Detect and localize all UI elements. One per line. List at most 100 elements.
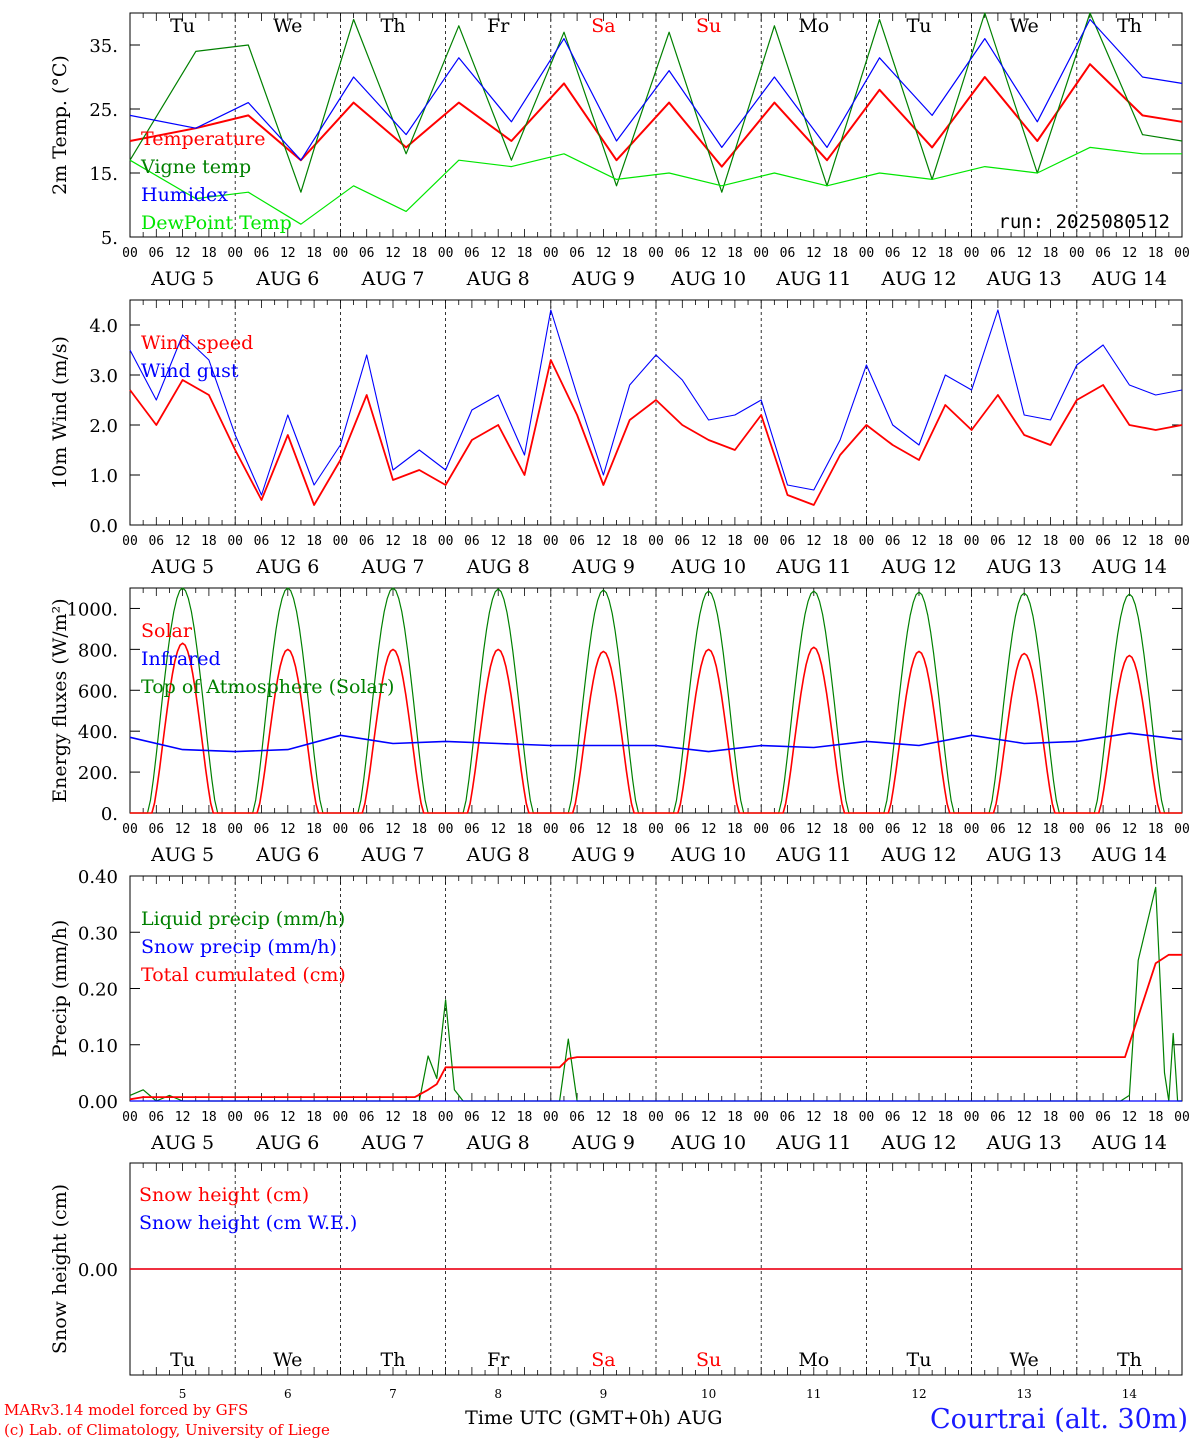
panel-4: 00 06 12 18 AUG 5 00 06 12 18 AUG 6 00 06 12 18 AUG 7 0… <box>122 875 1190 1154</box>
panel-frame <box>129 587 1183 814</box>
hour-tick-label: 00 <box>753 534 769 549</box>
hour-tick-label: 18 <box>1148 1110 1164 1125</box>
hour-tick-label: 12 <box>911 822 927 837</box>
hour-tick-label: 06 <box>148 246 164 261</box>
legend-wind-speed: Wind speed <box>141 332 253 354</box>
y-tick-label: 5. <box>101 228 118 249</box>
series-wind-speed <box>129 359 1183 506</box>
date-label: AUG 8 <box>466 1132 530 1154</box>
hour-tick-label: 06 <box>990 246 1006 261</box>
model-credit: MARv3.14 model forced by GFS <box>4 1401 248 1419</box>
day-number: 8 <box>494 1387 502 1401</box>
hour-tick-label: 12 <box>1122 822 1138 837</box>
date-label: AUG 13 <box>986 268 1062 290</box>
hour-tick-label: 00 <box>859 534 875 549</box>
series-humidex <box>129 18 1183 161</box>
panel-3: 00 06 12 18 AUG 5 00 06 12 18 AUG 6 00 06 12 18 AUG 7 0… <box>122 587 1190 866</box>
y-tick-label: 600. <box>78 681 118 702</box>
hour-tick-label: 06 <box>1095 246 1111 261</box>
legend-snow-height-cm-w-e-: Snow height (cm W.E.) <box>139 1212 357 1234</box>
hour-tick-label: 00 <box>1174 534 1190 549</box>
y-axis-label: 2m Temp. (°C) <box>49 55 71 195</box>
y-tick-label: 1000. <box>66 599 118 620</box>
hour-tick-label: 00 <box>964 246 980 261</box>
hour-tick-label: 12 <box>280 246 296 261</box>
hour-tick-label: 00 <box>227 1110 243 1125</box>
hour-tick-label: 18 <box>411 1110 427 1125</box>
legend-humidex: Humidex <box>141 184 228 206</box>
date-label: AUG 14 <box>1091 844 1167 866</box>
hour-tick-label: 06 <box>359 822 375 837</box>
hour-tick-label: 06 <box>569 1110 585 1125</box>
hour-tick-label: 06 <box>674 1110 690 1125</box>
hour-tick-label: 00 <box>227 534 243 549</box>
date-label: AUG 14 <box>1091 556 1167 578</box>
hour-tick-label: 12 <box>701 1110 717 1125</box>
hour-tick-label: 12 <box>806 1110 822 1125</box>
date-label: AUG 9 <box>571 1132 635 1154</box>
hour-tick-label: 06 <box>254 822 270 837</box>
day-number: 7 <box>389 1387 397 1401</box>
day-number: 6 <box>284 1387 292 1401</box>
y-tick-label: 3.0 <box>89 366 118 387</box>
hour-tick-label: 06 <box>780 246 796 261</box>
y-tick-label: 2.0 <box>89 416 118 437</box>
date-label: AUG 11 <box>775 1132 851 1154</box>
panel-2: 00 06 12 18 AUG 5 00 06 12 18 AUG 6 00 06 12 18 AUG 7 0… <box>122 299 1190 578</box>
day-name-top: Tu <box>907 15 932 37</box>
hour-tick-label: 06 <box>885 822 901 837</box>
hour-tick-label: 18 <box>937 822 953 837</box>
hour-tick-label: 12 <box>385 246 401 261</box>
day-name-bottom: Tu <box>170 1349 195 1371</box>
hour-tick-label: 00 <box>122 246 138 261</box>
legend-vigne-temp: Vigne temp <box>140 156 251 178</box>
day-number: 13 <box>1017 1387 1032 1401</box>
y-tick-label: 0.00 <box>78 1260 118 1281</box>
day-name-top: Th <box>1117 15 1142 37</box>
hour-tick-label: 12 <box>596 534 612 549</box>
hour-tick-label: 18 <box>622 822 638 837</box>
series-vigne-temp <box>129 12 1183 193</box>
hour-tick-label: 18 <box>201 1110 217 1125</box>
station-title: Courtrai (alt. 30m) <box>930 1404 1188 1435</box>
hour-tick-label: 00 <box>648 534 664 549</box>
hour-tick-label: 06 <box>780 534 796 549</box>
date-label: AUG 6 <box>255 268 319 290</box>
hour-tick-label: 12 <box>911 534 927 549</box>
y-tick-label: 15. <box>89 164 118 185</box>
date-label: AUG 10 <box>670 844 746 866</box>
hour-tick-label: 00 <box>648 1110 664 1125</box>
date-label: AUG 9 <box>571 268 635 290</box>
date-label: AUG 8 <box>466 844 530 866</box>
hour-tick-label: 12 <box>175 246 191 261</box>
hour-tick-label: 00 <box>438 1110 454 1125</box>
hour-tick-label: 06 <box>464 246 480 261</box>
hour-tick-label: 06 <box>359 1110 375 1125</box>
hour-tick-label: 00 <box>333 246 349 261</box>
hour-tick-label: 00 <box>333 534 349 549</box>
hour-tick-label: 18 <box>832 822 848 837</box>
x-axis-month: AUG <box>677 1407 723 1429</box>
day-name-top: Th <box>381 15 406 37</box>
hour-tick-label: 12 <box>490 246 506 261</box>
hour-tick-label: 12 <box>1016 246 1032 261</box>
series-total-cumulated-cm- <box>129 953 1182 1101</box>
hour-tick-label: 06 <box>254 534 270 549</box>
y-tick-label: 0.20 <box>78 980 118 1001</box>
hour-tick-label: 06 <box>464 822 480 837</box>
hour-tick-label: 06 <box>1095 534 1111 549</box>
hour-tick-label: 06 <box>254 246 270 261</box>
legend-top-of-atmosphere-solar-: Top of Atmosphere (Solar) <box>141 676 394 698</box>
y-tick-label: 25. <box>89 100 118 121</box>
date-label: AUG 6 <box>255 1132 319 1154</box>
y-axis-label: Snow height (cm) <box>49 1184 71 1354</box>
date-label: AUG 8 <box>466 268 530 290</box>
hour-tick-label: 00 <box>648 246 664 261</box>
day-name-top: We <box>1010 15 1039 37</box>
hour-tick-label: 06 <box>674 246 690 261</box>
date-label: AUG 9 <box>571 844 635 866</box>
date-label: AUG 5 <box>150 556 214 578</box>
day-name-bottom: Fr <box>487 1349 510 1371</box>
date-label: AUG 12 <box>880 556 956 578</box>
